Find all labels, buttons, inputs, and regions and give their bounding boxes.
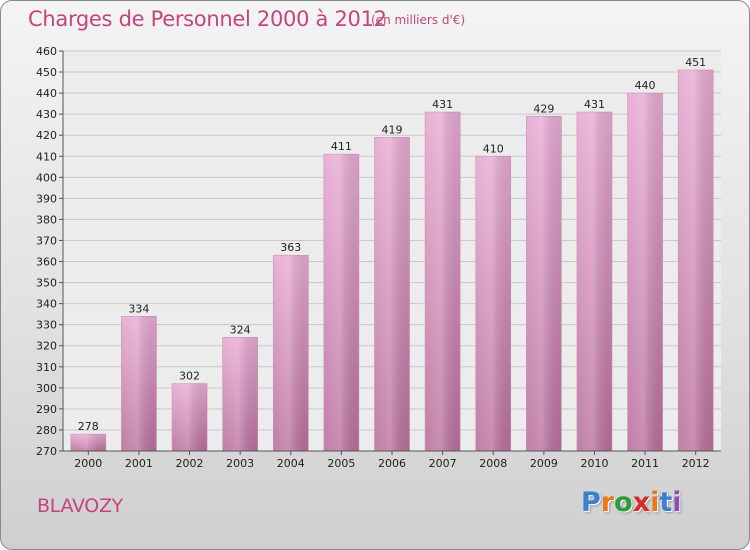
- bar-shine-2007: [425, 112, 461, 451]
- y-tick-label: 410: [36, 150, 57, 163]
- logo-letter: i: [672, 487, 682, 518]
- x-tick-label: 2012: [682, 457, 710, 470]
- y-tick-label: 420: [36, 129, 57, 142]
- x-tick-label: 2002: [176, 457, 204, 470]
- y-tick-label: 270: [36, 445, 57, 458]
- bar-shine-2008: [475, 156, 511, 451]
- chart-title: Charges de Personnel 2000 à 2012: [28, 7, 387, 31]
- y-tick-label: 300: [36, 382, 57, 395]
- y-tick-label: 370: [36, 234, 57, 247]
- data-label: 440: [635, 79, 656, 92]
- logo-letter: i: [650, 487, 660, 518]
- bar-shine-2000: [70, 434, 106, 451]
- data-label: 431: [432, 98, 453, 111]
- data-label: 334: [128, 302, 149, 315]
- bar-shine-2006: [374, 137, 410, 451]
- x-tick-label: 2008: [479, 457, 507, 470]
- bar-shine-2012: [678, 69, 714, 452]
- y-tick-label: 460: [36, 45, 57, 58]
- y-tick-label: 380: [36, 213, 57, 226]
- y-tick-label: 280: [36, 424, 57, 437]
- y-tick-label: 330: [36, 319, 57, 332]
- logo-letter: r: [600, 487, 615, 518]
- x-tick-label: 2006: [378, 457, 406, 470]
- data-label: 429: [533, 102, 554, 115]
- x-tick-label: 2010: [580, 457, 608, 470]
- bar-shine-2004: [273, 255, 309, 451]
- x-tick-label: 2000: [74, 457, 102, 470]
- logo-letter: P: [581, 487, 601, 518]
- x-tick-label: 2004: [277, 457, 305, 470]
- y-tick-label: 320: [36, 340, 57, 353]
- x-tick-label: 2005: [327, 457, 355, 470]
- bar-shine-2009: [526, 116, 562, 452]
- y-tick-label: 290: [36, 403, 57, 416]
- x-tick-label: 2011: [631, 457, 659, 470]
- y-tick-label: 390: [36, 192, 57, 205]
- x-tick-label: 2003: [226, 457, 254, 470]
- y-tick-label: 350: [36, 277, 57, 290]
- commune-name: BLAVOZY: [37, 495, 123, 517]
- data-label: 419: [382, 123, 403, 136]
- bar-shine-2011: [627, 93, 663, 452]
- x-tick-label: 2009: [530, 457, 558, 470]
- chart-subtitle: (en milliers d'€): [371, 13, 466, 27]
- bar-shine-2001: [121, 316, 157, 451]
- y-tick-label: 430: [36, 108, 57, 121]
- bar-shine-2002: [172, 383, 208, 451]
- logo-letter: t: [659, 487, 673, 518]
- y-tick-label: 400: [36, 171, 57, 184]
- logo-letter: x: [632, 487, 651, 518]
- data-label: 324: [230, 323, 251, 336]
- data-label: 410: [483, 142, 504, 155]
- bar-shine-2010: [576, 112, 612, 451]
- x-tick-label: 2001: [125, 457, 153, 470]
- y-tick-label: 310: [36, 361, 57, 374]
- data-label: 363: [280, 241, 301, 254]
- y-tick-label: 440: [36, 87, 57, 100]
- y-tick-label: 340: [36, 298, 57, 311]
- logo-letter: o: [614, 487, 633, 518]
- y-tick-label: 360: [36, 256, 57, 269]
- bar-shine-2003: [222, 337, 258, 451]
- data-label: 431: [584, 98, 605, 111]
- data-label: 451: [685, 56, 706, 69]
- data-label: 278: [78, 420, 99, 433]
- proxiti-logo: Proxiti: [581, 487, 682, 518]
- y-tick-label: 450: [36, 66, 57, 79]
- data-label: 302: [179, 370, 200, 383]
- data-label: 411: [331, 140, 352, 153]
- x-tick-label: 2007: [429, 457, 457, 470]
- bar-shine-2005: [323, 154, 359, 451]
